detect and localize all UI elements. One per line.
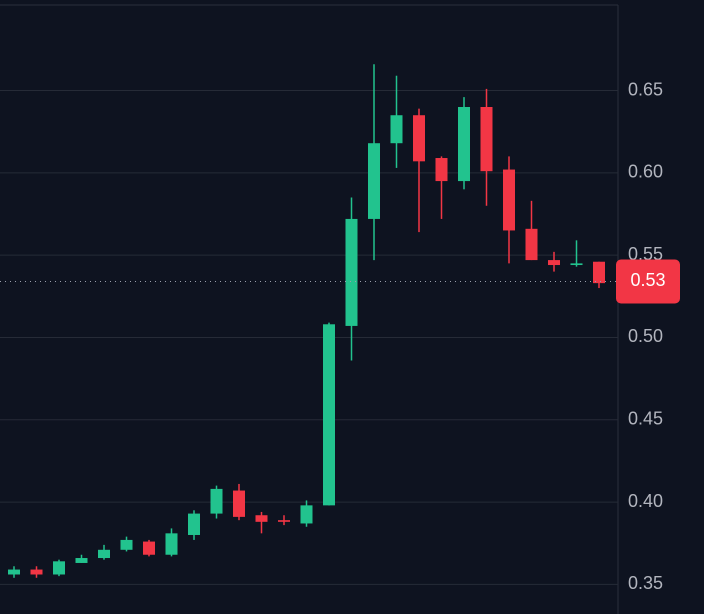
y-tick-label: 0.35 [628,573,663,593]
y-tick-label: 0.45 [628,409,663,429]
last-price-badge [616,259,680,304]
y-tick-label: 0.65 [628,79,663,99]
candle-body [53,561,65,575]
candle-body [165,533,178,555]
candle-body [435,158,448,182]
candle-body [548,260,560,266]
y-tick-label: 0.60 [628,162,663,182]
candle-body [413,115,425,162]
candle-body [233,490,245,517]
candle-body [278,520,290,522]
candle-body [323,324,335,506]
candle-body [390,115,403,144]
candle-body [210,488,223,514]
y-tick-label: 0.40 [628,491,663,511]
candle-body [188,513,200,535]
candle-body [345,218,358,326]
last-price-label: 0.53 [630,270,665,290]
candle-body [525,228,538,261]
candle-body [143,541,155,555]
candle-body [368,143,380,219]
y-tick-label: 0.50 [628,326,663,346]
candle-body [30,569,43,575]
candle-body [480,106,493,172]
y-tick-label: 0.55 [628,244,663,264]
candle-body [98,549,110,559]
candle-body [255,515,268,522]
candle-body [458,106,470,182]
candle-body [300,505,313,524]
candle-body [593,261,605,284]
candle-body [503,169,515,231]
candle-body [120,539,133,550]
candle-body [8,569,20,575]
candle-body [75,558,88,563]
candle-body [570,263,583,266]
